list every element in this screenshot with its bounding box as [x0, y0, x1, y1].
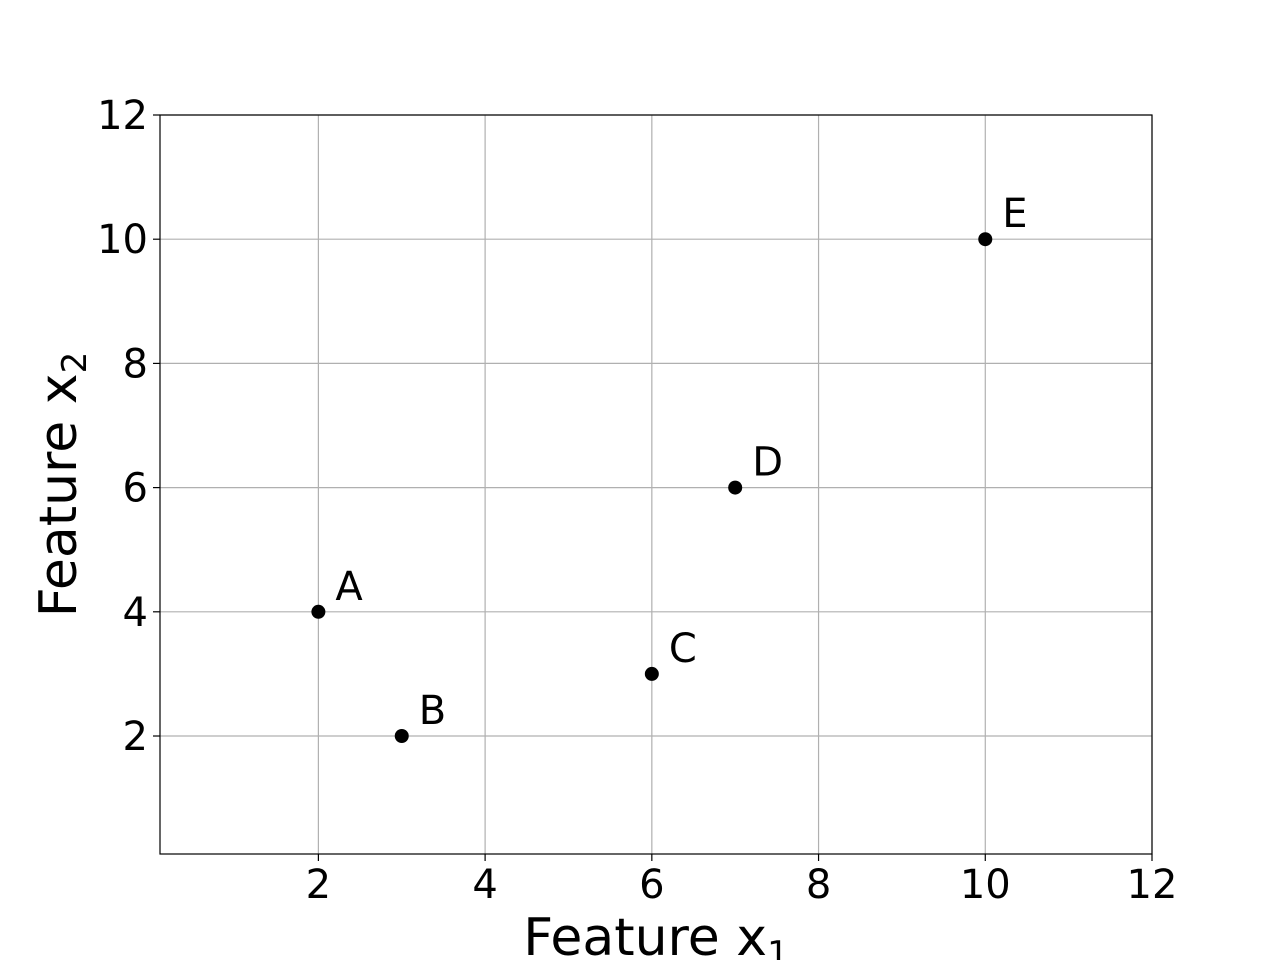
x-tick-label: 4 [472, 862, 497, 908]
y-axis-label-subscript: 2 [55, 352, 95, 374]
x-tick-label: 2 [306, 862, 331, 908]
x-tick-label: 8 [806, 862, 831, 908]
y-axis-label: Feature x2 [29, 352, 95, 617]
data-point-a [311, 604, 326, 619]
x-axis-label: Feature x1 [523, 908, 788, 960]
point-label-e: E [1002, 191, 1027, 237]
y-tick-label: 12 [97, 93, 148, 139]
x-axis-label-text: Feature x [523, 908, 767, 960]
y-axis-label-text: Feature x [29, 373, 89, 617]
data-point-e [978, 232, 993, 247]
data-point-d [728, 480, 743, 495]
x-axis-label-subscript: 1 [767, 934, 789, 960]
x-tick-label: 10 [960, 862, 1011, 908]
point-label-b: B [419, 688, 446, 734]
point-label-c: C [669, 626, 697, 672]
point-label-a: A [335, 564, 363, 610]
data-points: A B C D E [311, 191, 1028, 744]
y-tick-label: 8 [123, 341, 148, 387]
x-tick-label: 6 [639, 862, 664, 908]
point-label-d: D [752, 440, 783, 486]
y-tick-label: 10 [97, 217, 148, 263]
y-tick-label: 2 [123, 714, 148, 760]
axis-ticks: 2 4 6 8 10 12 2 4 6 8 10 12 [97, 93, 1177, 908]
data-point-c [644, 666, 659, 681]
plot-frame [159, 114, 1153, 855]
x-tick-label: 12 [1127, 862, 1178, 908]
y-tick-label: 6 [123, 466, 148, 512]
data-point-b [394, 729, 409, 744]
y-tick-label: 4 [123, 590, 148, 636]
